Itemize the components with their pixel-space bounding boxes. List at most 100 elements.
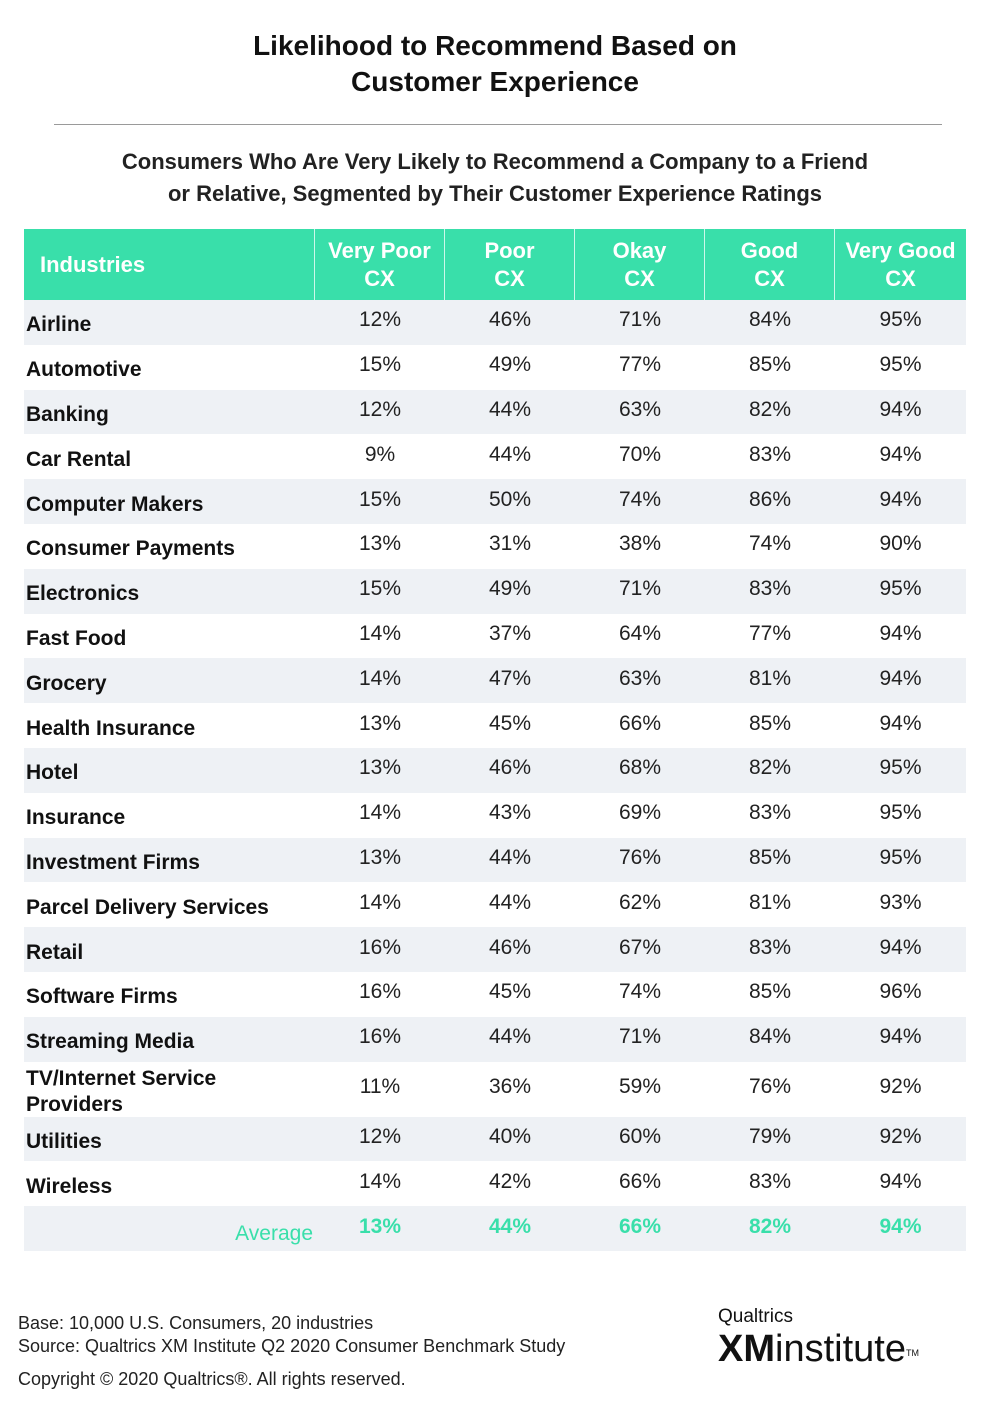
header-label: CX bbox=[624, 265, 655, 291]
xm-institute-logo: Qualtrics XMinstituteTM bbox=[718, 1306, 968, 1382]
logo-qualtrics-text: Qualtrics bbox=[718, 1306, 793, 1327]
industry-label: Car Rental bbox=[26, 447, 132, 471]
value-cell: 95% bbox=[879, 801, 922, 825]
value-cell: 9% bbox=[364, 442, 396, 466]
value-cell: 92% bbox=[879, 1075, 922, 1099]
value-cell: 63% bbox=[618, 666, 662, 690]
value-cell: 71% bbox=[618, 308, 662, 332]
industry-label: Retail bbox=[26, 940, 84, 964]
value-cell: 83% bbox=[748, 442, 792, 466]
value-cell: 77% bbox=[748, 621, 792, 645]
value-cell: 76% bbox=[618, 845, 662, 869]
value-cell: 95% bbox=[879, 756, 922, 780]
value-cell: 44% bbox=[488, 890, 532, 914]
value-cell: 94% bbox=[879, 397, 922, 421]
table-row: Utilities 12% 40% 60% 79% 92% bbox=[24, 1116, 966, 1162]
value-cell: 43% bbox=[488, 801, 532, 825]
subtitle-line-1: Consumers Who Are Very Likely to Recomme… bbox=[121, 149, 869, 174]
average-cell: 82% bbox=[748, 1214, 792, 1238]
value-cell: 84% bbox=[748, 1025, 792, 1049]
table-row: Electronics 15% 49% 71% 83% 95% bbox=[24, 568, 966, 614]
value-cell: 83% bbox=[748, 1169, 792, 1193]
header-very-poor-cx: Very Poor CX bbox=[315, 229, 445, 300]
industry-label: Health Insurance bbox=[26, 716, 196, 740]
value-cell: 13% bbox=[358, 845, 402, 869]
value-cell: 71% bbox=[618, 1025, 662, 1049]
value-cell: 71% bbox=[618, 577, 662, 601]
value-cell: 85% bbox=[748, 845, 792, 869]
industry-label: Airline bbox=[26, 313, 92, 337]
industry-label: Parcel Delivery Services bbox=[26, 895, 269, 919]
value-cell: 69% bbox=[618, 801, 662, 825]
title-divider bbox=[54, 124, 942, 125]
value-cell: 67% bbox=[618, 935, 662, 959]
value-cell: 42% bbox=[488, 1169, 532, 1193]
value-cell: 95% bbox=[879, 353, 922, 377]
copyright-note: Copyright © 2020 Qualtrics®. All rights … bbox=[18, 1369, 406, 1389]
value-cell: 85% bbox=[748, 711, 792, 735]
value-cell: 94% bbox=[879, 1169, 922, 1193]
industry-label: Banking bbox=[26, 402, 109, 426]
value-cell: 66% bbox=[618, 711, 662, 735]
logo-trademark: TM bbox=[905, 1348, 919, 1358]
value-cell: 60% bbox=[618, 1124, 662, 1148]
value-cell: 94% bbox=[879, 711, 922, 735]
table-row: Consumer Payments 13% 31% 38% 74% 90% bbox=[24, 524, 966, 569]
industry-label: TV/Internet Service Providers bbox=[26, 1067, 217, 1117]
value-cell: 83% bbox=[748, 935, 792, 959]
value-cell: 47% bbox=[488, 666, 532, 690]
average-label: Average bbox=[235, 1221, 313, 1245]
header-label: Very Good bbox=[845, 237, 956, 263]
value-cell: 15% bbox=[358, 487, 402, 511]
table-row: Investment Firms 13% 44% 76% 85% 95% bbox=[24, 837, 966, 883]
subtitle-line-2: or Relative, Segmented by Their Customer… bbox=[167, 181, 823, 206]
value-cell: 14% bbox=[358, 801, 402, 825]
table-row: Health Insurance 13% 45% 66% 85% 94% bbox=[24, 703, 966, 748]
value-cell: 85% bbox=[748, 353, 792, 377]
value-cell: 15% bbox=[358, 353, 402, 377]
value-cell: 94% bbox=[879, 666, 922, 690]
value-cell: 81% bbox=[748, 890, 792, 914]
industry-label: Electronics bbox=[26, 582, 140, 606]
value-cell: 12% bbox=[358, 397, 402, 421]
source-note: Source: Qualtrics XM Institute Q2 2020 C… bbox=[18, 1336, 566, 1356]
value-cell: 74% bbox=[618, 980, 662, 1004]
value-cell: 77% bbox=[618, 353, 662, 377]
table-row: Computer Makers 15% 50% 74% 86% 94% bbox=[24, 479, 966, 524]
value-cell: 83% bbox=[748, 801, 792, 825]
value-cell: 13% bbox=[358, 711, 402, 735]
header-label: CX bbox=[494, 265, 525, 291]
table-row: Wireless 14% 42% 66% 83% 94% bbox=[24, 1161, 966, 1206]
value-cell: 14% bbox=[358, 890, 402, 914]
industry-label: Grocery bbox=[26, 671, 107, 695]
value-cell: 68% bbox=[618, 756, 662, 780]
value-cell: 81% bbox=[748, 666, 792, 690]
value-cell: 83% bbox=[748, 577, 792, 601]
value-cell: 12% bbox=[358, 1124, 402, 1148]
value-cell: 93% bbox=[879, 890, 922, 914]
value-cell: 45% bbox=[488, 980, 532, 1004]
logo-institute-text: institute bbox=[775, 1328, 906, 1370]
base-note: Base: 10,000 U.S. Consumers, 20 industri… bbox=[18, 1313, 374, 1333]
footer-notes: Base: 10,000 U.S. Consumers, 20 industri… bbox=[18, 1312, 565, 1391]
value-cell: 14% bbox=[358, 1169, 402, 1193]
industry-label: Utilities bbox=[26, 1129, 102, 1153]
table-body: Airline 12% 46% 71% 84% 95% Automotive 15% 49% 77… bbox=[24, 300, 966, 1206]
value-cell: 95% bbox=[879, 308, 922, 332]
value-cell: 46% bbox=[488, 308, 532, 332]
header-good-cx: Good CX bbox=[705, 229, 835, 300]
table-row: Software Firms 16% 45% 74% 85% 96% bbox=[24, 972, 966, 1017]
average-cell: 13% bbox=[358, 1214, 402, 1238]
header-label: CX bbox=[364, 265, 395, 291]
value-cell: 63% bbox=[618, 397, 662, 421]
table-row: Automotive 15% 49% 77% 85% 95% bbox=[24, 345, 966, 390]
logo-wordmark: XMinstituteTM bbox=[718, 1328, 968, 1370]
header-label: Poor bbox=[484, 237, 535, 263]
table-row: Parcel Delivery Services 14% 44% 62% 81% 93% bbox=[24, 882, 966, 927]
table-row: Insurance 14% 43% 69% 83% 95% bbox=[24, 793, 966, 838]
value-cell: 44% bbox=[488, 1025, 532, 1049]
table-row: Grocery 14% 47% 63% 81% 94% bbox=[24, 658, 966, 704]
value-cell: 12% bbox=[358, 308, 402, 332]
value-cell: 15% bbox=[358, 577, 402, 601]
header-okay-cx: Okay CX bbox=[575, 229, 705, 300]
